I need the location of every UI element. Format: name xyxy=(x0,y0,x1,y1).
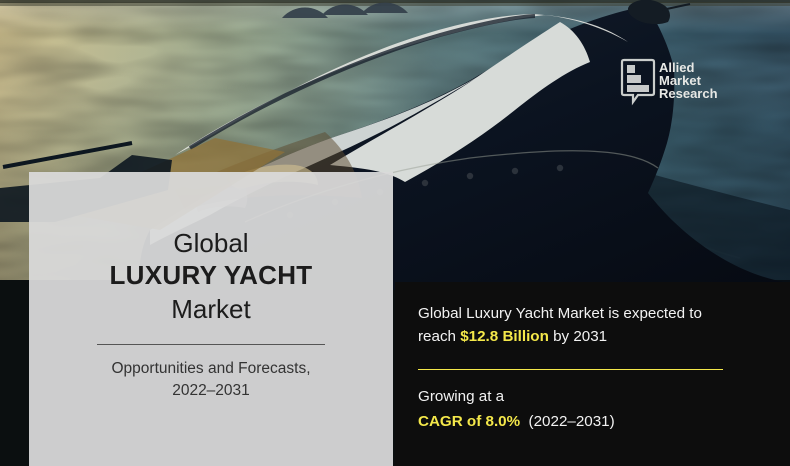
svg-text:Research: Research xyxy=(659,86,718,101)
